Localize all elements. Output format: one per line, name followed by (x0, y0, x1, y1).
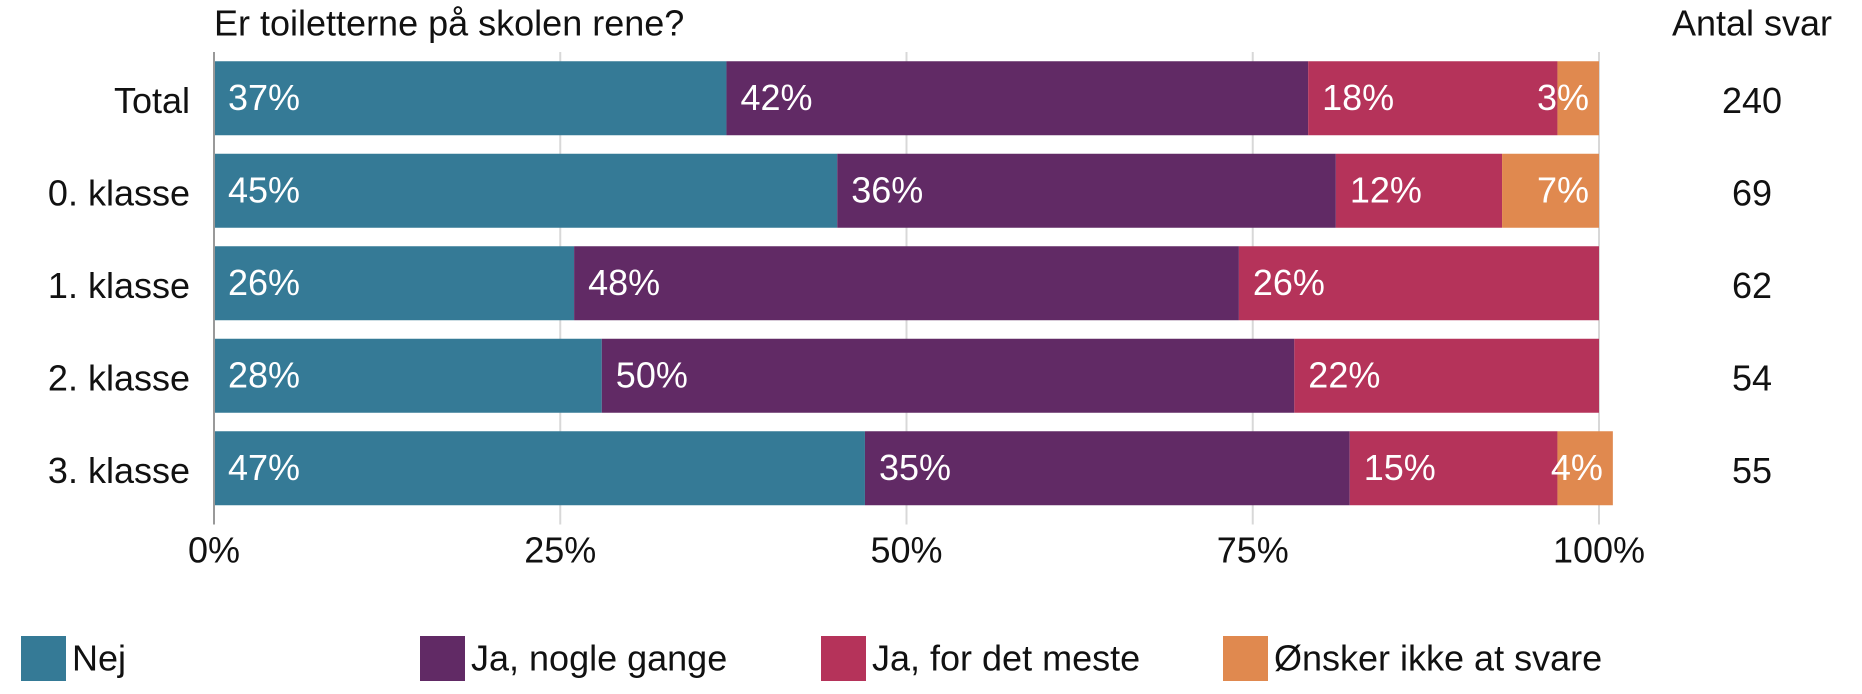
value-label: 26% (1253, 262, 1325, 303)
legend-label: Ja, for det meste (872, 638, 1140, 679)
bar-segment (601, 338, 1295, 413)
legend-label: Ja, nogle gange (471, 638, 727, 679)
value-label: 50% (616, 354, 688, 395)
x-tick-label: 25% (524, 530, 596, 571)
count-label: 62 (1732, 265, 1772, 306)
value-label: 15% (1364, 447, 1436, 488)
x-tick-label: 0% (188, 530, 240, 571)
value-label: 12% (1350, 169, 1422, 210)
y-tick-label: 0. klasse (48, 172, 190, 213)
value-label: 3% (1537, 77, 1589, 118)
bar-segment (214, 61, 727, 136)
value-label: 22% (1308, 354, 1380, 395)
bar-segment (214, 338, 602, 413)
bar-segment (1238, 246, 1599, 321)
x-tick-label: 75% (1217, 530, 1289, 571)
count-label: 240 (1722, 80, 1782, 121)
count-label: 69 (1732, 172, 1772, 213)
bar-segment (837, 153, 1336, 228)
bar-segment (214, 246, 575, 321)
bar-segment (864, 431, 1350, 506)
bar-segment (1502, 153, 1599, 228)
y-tick-label: 3. klasse (48, 450, 190, 491)
value-label: 36% (851, 169, 923, 210)
bar-segment (726, 61, 1309, 136)
y-tick-label: 2. klasse (48, 357, 190, 398)
bar-segment (1557, 431, 1613, 506)
value-label: 37% (228, 77, 300, 118)
bar-segment (1308, 61, 1558, 136)
value-label: 45% (228, 169, 300, 210)
legend-swatch (420, 636, 465, 681)
value-label: 28% (228, 354, 300, 395)
value-label: 18% (1322, 77, 1394, 118)
value-label: 26% (228, 262, 300, 303)
value-label: 35% (879, 447, 951, 488)
bar-segment (1335, 153, 1503, 228)
legend-swatch (21, 636, 66, 681)
value-label: 48% (588, 262, 660, 303)
legend-swatch (821, 636, 866, 681)
x-tick-label: 50% (870, 530, 942, 571)
value-label: 4% (1551, 447, 1603, 488)
bar-segment (1294, 338, 1599, 413)
chart-title: Er toiletterne på skolen rene? (214, 3, 684, 44)
bar-segment (1557, 61, 1599, 136)
count-header: Antal svar (1672, 3, 1832, 44)
legend-label: Ønsker ikke at svare (1274, 638, 1602, 679)
count-label: 54 (1732, 357, 1772, 398)
legend-swatch (1223, 636, 1268, 681)
legend-label: Nej (72, 638, 126, 679)
y-tick-label: Total (114, 80, 190, 121)
value-label: 7% (1537, 169, 1589, 210)
value-label: 42% (740, 77, 812, 118)
x-tick-label: 100% (1553, 530, 1645, 571)
count-label: 55 (1732, 450, 1772, 491)
y-tick-label: 1. klasse (48, 265, 190, 306)
bar-segment (1349, 431, 1558, 506)
bar-segment (574, 246, 1239, 321)
bar-segment (214, 153, 838, 228)
bar-segment (214, 431, 865, 506)
value-label: 47% (228, 447, 300, 488)
